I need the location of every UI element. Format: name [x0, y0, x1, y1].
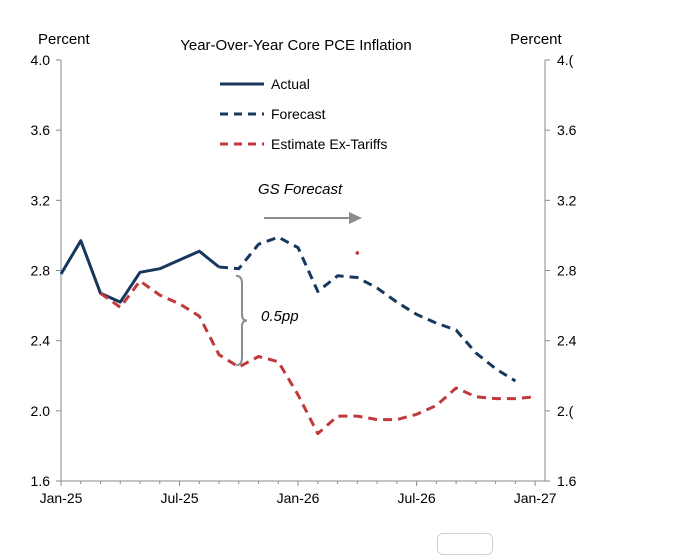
actual-line — [59, 239, 220, 304]
right-y-tick-label: 1.6 — [557, 473, 577, 489]
right-y-tick-label: 3.2 — [557, 192, 577, 208]
right-y-tick-label: 2.( — [557, 403, 574, 419]
right-axis-title: Percent — [510, 31, 563, 48]
left-y-tick-label: 2.0 — [31, 403, 51, 419]
right-y-tick-label: 2.4 — [557, 333, 577, 349]
legend-forecast-label: Forecast — [271, 106, 326, 122]
annotations: Year-Over-Year Core PCE Inflation Percen… — [38, 31, 563, 367]
partial-overlay-box — [437, 533, 493, 555]
x-tick-label: Jul-26 — [398, 490, 436, 506]
left-axis-title: Percent — [38, 31, 91, 48]
legend-ex-tariffs-label: Estimate Ex-Tariffs — [271, 136, 387, 152]
left-y-tick-label: 3.6 — [31, 122, 51, 138]
stray-point — [355, 251, 360, 255]
left-y-tick-label: 1.6 — [31, 473, 51, 489]
bracket-label: 0.5pp — [261, 308, 299, 325]
ex-tariffs-line — [99, 279, 536, 436]
difference-bracket — [235, 274, 248, 367]
gs-forecast-label: GS Forecast — [258, 181, 343, 198]
right-y-tick-label: 4.( — [557, 52, 574, 68]
right-y-tick-label: 2.8 — [557, 263, 577, 279]
x-tick-label: Jan-26 — [277, 490, 320, 506]
left-y-tick-label: 4.0 — [31, 52, 51, 68]
forecast-line — [218, 235, 517, 383]
forecast-arrow-head — [349, 212, 362, 224]
right-y-tick-label: 3.6 — [557, 122, 577, 138]
left-y-tick-label: 2.4 — [31, 333, 51, 349]
left-y-tick-label: 3.2 — [31, 192, 51, 208]
chart-title: Year-Over-Year Core PCE Inflation — [180, 37, 412, 54]
legend: Actual Forecast Estimate Ex-Tariffs — [220, 76, 387, 152]
x-tick-label: Jan-25 — [40, 490, 83, 506]
axes: 4.0 3.6 3.2 2.8 2.4 2.0 1.6 4.( 3.6 3.2 2.8 2.4 2.( 1… — [31, 52, 577, 506]
pce-inflation-chart: 4.0 3.6 3.2 2.8 2.4 2.0 1.6 4.( 3.6 3.2 2.8 2.4 2.( 1… — [31, 31, 577, 506]
legend-actual-label: Actual — [271, 76, 310, 92]
series-lines — [59, 235, 536, 436]
x-tick-label: Jul-25 — [160, 490, 198, 506]
left-y-tick-label: 2.8 — [31, 263, 51, 279]
x-tick-label: Jan-27 — [514, 490, 557, 506]
